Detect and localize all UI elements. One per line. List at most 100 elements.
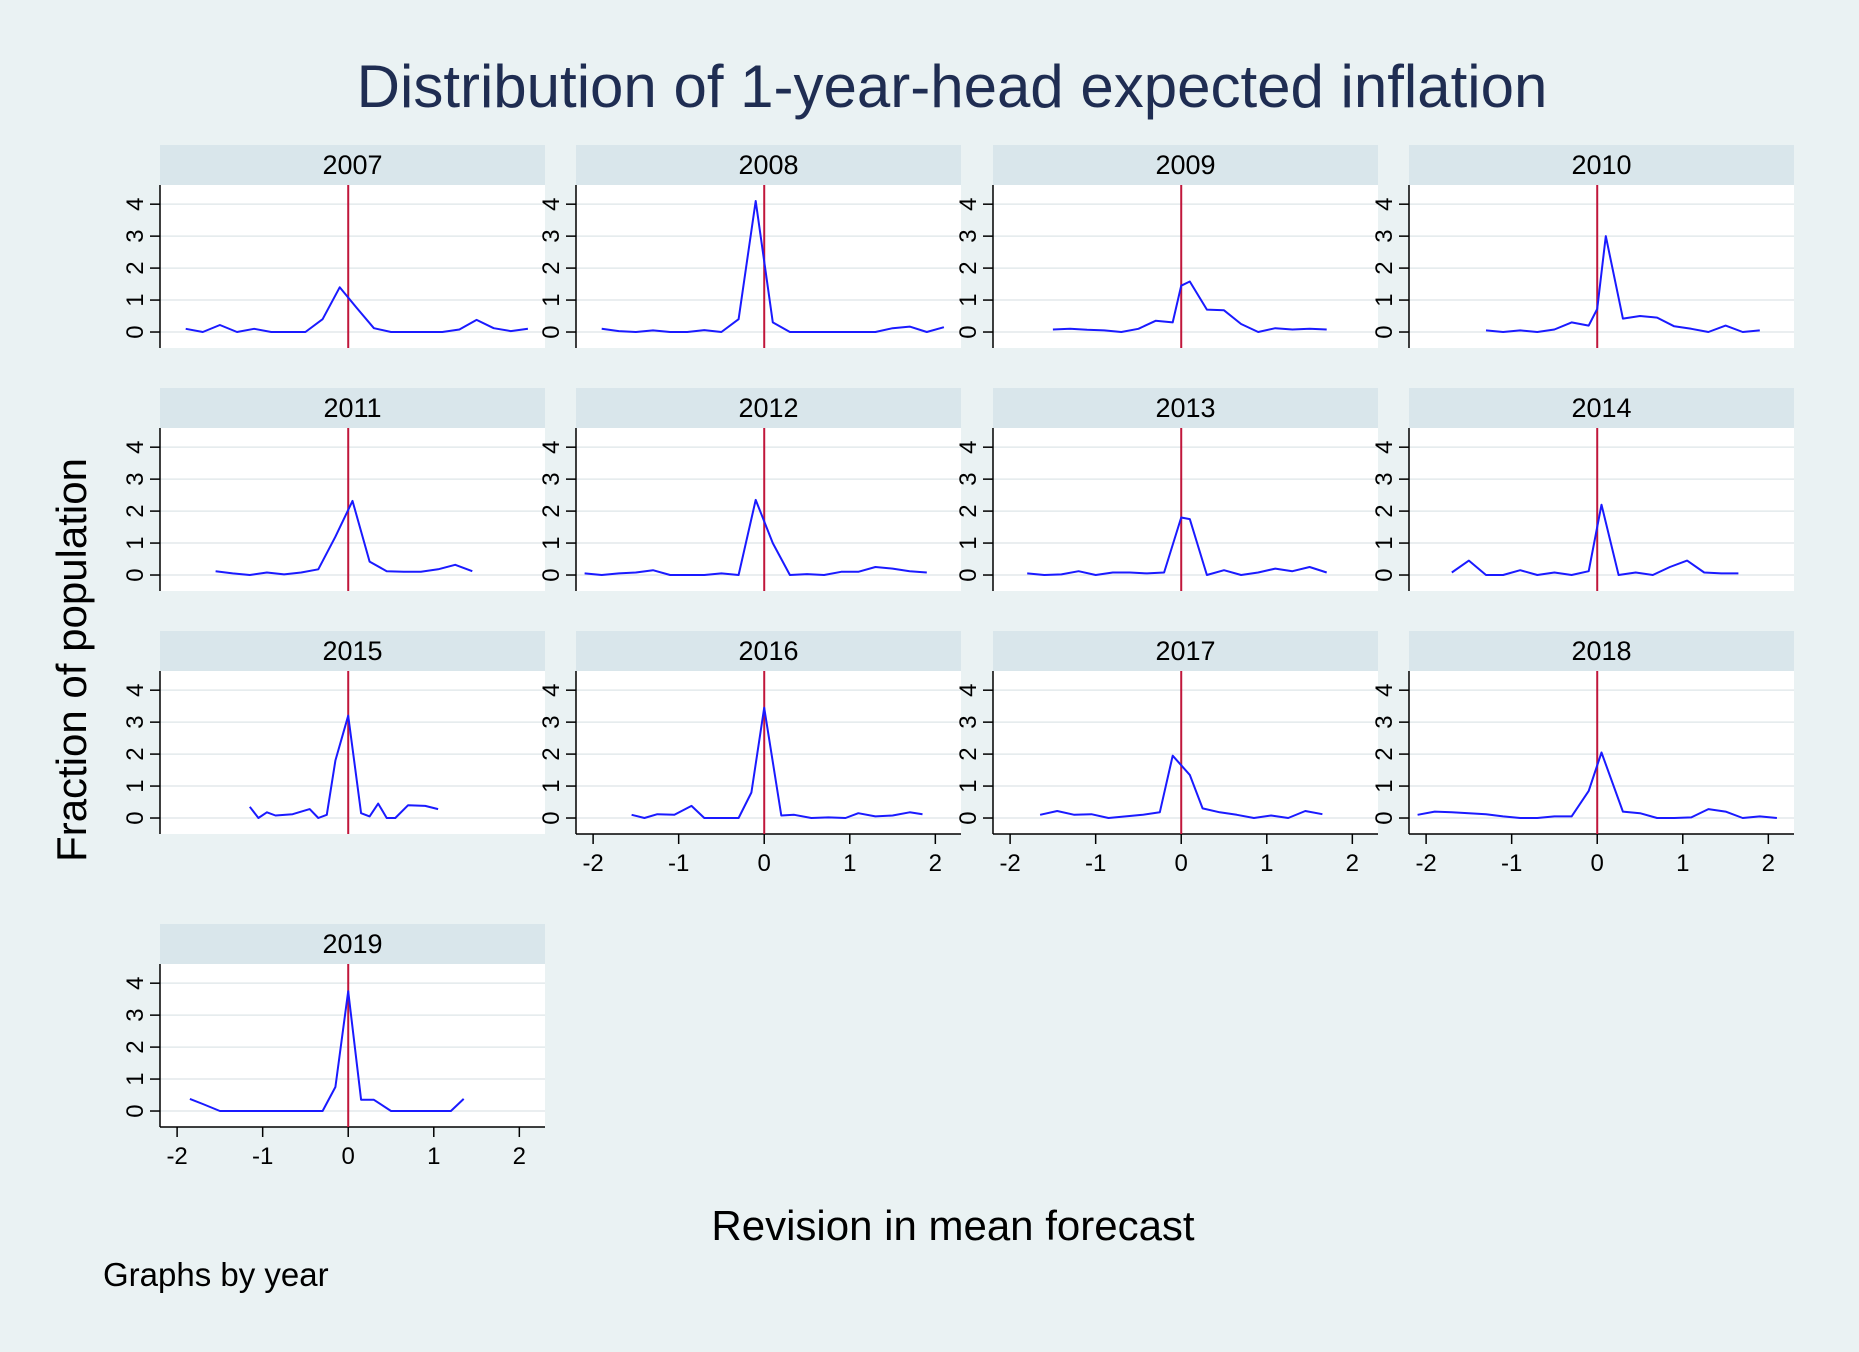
series-line — [1052, 280, 1327, 333]
y-tick-label: 0 — [1371, 325, 1398, 338]
x-tick-label: 0 — [1175, 850, 1188, 877]
panel-label: 2018 — [1571, 636, 1631, 666]
series-line — [1451, 503, 1739, 576]
panel-label: 2008 — [738, 150, 798, 180]
x-tick-label: -1 — [668, 850, 689, 877]
panel-strip — [576, 631, 961, 671]
y-tick-label: 2 — [122, 747, 149, 760]
x-tick-label: -2 — [999, 850, 1020, 877]
panel-label: 2012 — [738, 393, 798, 423]
panel-2013: 2013 0 1 2 3 4 — [955, 388, 1378, 591]
x-tick-label: -2 — [166, 1143, 187, 1170]
y-tick-label: 4 — [955, 683, 982, 696]
series-line — [1485, 235, 1760, 333]
y-tick-label: 1 — [955, 779, 982, 792]
y-tick-label: 2 — [1371, 504, 1398, 517]
panel-strip — [160, 145, 545, 185]
y-tick-label: 0 — [122, 325, 149, 338]
y-tick-label: 4 — [122, 197, 149, 210]
x-tick-label: 1 — [1260, 850, 1273, 877]
panel-plot-area — [993, 185, 1378, 348]
y-tick-label: 2 — [1371, 261, 1398, 274]
y-tick-label: 1 — [1371, 536, 1398, 549]
y-tick-label: 4 — [1371, 683, 1398, 696]
panel-2017: 2017 0 1 2 3 4 -2 -1 0 1 2 — [955, 631, 1378, 877]
panel-label: 2016 — [738, 636, 798, 666]
y-tick-label: 0 — [122, 1104, 149, 1117]
chart-title: Distribution of 1-year-head expected inf… — [357, 53, 1548, 120]
y-tick-label: 2 — [538, 747, 565, 760]
x-tick-label: 0 — [758, 850, 771, 877]
y-tick-label: 3 — [122, 472, 149, 485]
panel-label: 2015 — [322, 636, 382, 666]
y-tick-label: 0 — [1371, 811, 1398, 824]
panel-plot-area — [576, 185, 961, 348]
panel-strip — [160, 388, 545, 428]
panel-strip — [1409, 631, 1794, 671]
panel-plot-area — [576, 671, 961, 834]
panel-2018: 2018 0 1 2 3 4 -2 -1 0 1 2 — [1371, 631, 1794, 877]
chart-note: Graphs by year — [103, 1256, 329, 1293]
panel-plot-area — [160, 964, 545, 1127]
panel-strip — [160, 631, 545, 671]
y-tick-label: 0 — [538, 568, 565, 581]
panel-label: 2017 — [1155, 636, 1215, 666]
panel-plot-area — [160, 185, 545, 348]
panel-2011: 2011 0 1 2 3 4 — [122, 388, 545, 591]
x-tick-label: -1 — [1501, 850, 1522, 877]
series-line — [584, 498, 927, 576]
x-tick-label: 2 — [513, 1143, 526, 1170]
x-tick-label: 2 — [1762, 850, 1775, 877]
x-tick-label: 0 — [342, 1143, 355, 1170]
y-tick-label: 1 — [122, 536, 149, 549]
y-tick-label: 1 — [955, 536, 982, 549]
y-tick-label: 2 — [955, 747, 982, 760]
x-tick-label: 0 — [1591, 850, 1604, 877]
y-tick-label: 2 — [955, 261, 982, 274]
y-tick-label: 3 — [1371, 715, 1398, 728]
panel-strip — [1409, 388, 1794, 428]
panel-2010: 2010 0 1 2 3 4 — [1371, 145, 1794, 348]
y-tick-label: 3 — [122, 715, 149, 728]
y-tick-label: 0 — [538, 325, 565, 338]
series-line — [189, 990, 465, 1112]
panel-label: 2010 — [1571, 150, 1631, 180]
y-tick-label: 0 — [1371, 568, 1398, 581]
y-tick-label: 2 — [122, 261, 149, 274]
panel-2007: 2007 0 1 2 3 4 — [122, 145, 545, 348]
y-tick-label: 3 — [955, 715, 982, 728]
y-tick-label: 2 — [538, 261, 565, 274]
panel-label: 2019 — [322, 929, 382, 959]
y-axis-label: Fraction of population — [48, 458, 95, 862]
x-tick-label: -1 — [252, 1143, 273, 1170]
y-tick-label: 1 — [538, 779, 565, 792]
y-tick-label: 3 — [955, 229, 982, 242]
series-line — [1027, 516, 1328, 576]
y-tick-label: 4 — [122, 683, 149, 696]
panel-label: 2014 — [1571, 393, 1631, 423]
y-tick-label: 0 — [955, 568, 982, 581]
series-line — [249, 714, 439, 819]
y-tick-label: 4 — [538, 683, 565, 696]
panel-2015: 2015 0 1 2 3 4 — [122, 631, 545, 834]
panel-plot-area — [993, 428, 1378, 591]
y-tick-label: 2 — [122, 504, 149, 517]
panel-strip — [993, 388, 1378, 428]
y-tick-label: 0 — [955, 811, 982, 824]
y-tick-label: 0 — [122, 811, 149, 824]
y-tick-label: 4 — [1371, 197, 1398, 210]
y-tick-label: 3 — [1371, 229, 1398, 242]
y-tick-label: 3 — [122, 229, 149, 242]
x-tick-label: -2 — [1415, 850, 1436, 877]
panel-strip — [993, 145, 1378, 185]
x-tick-label: -1 — [1085, 850, 1106, 877]
panel-2009: 2009 0 1 2 3 4 — [955, 145, 1378, 348]
series-line — [1417, 751, 1777, 819]
panel-label: 2013 — [1155, 393, 1215, 423]
x-tick-label: 2 — [1346, 850, 1359, 877]
panel-strip — [576, 388, 961, 428]
y-tick-label: 2 — [1371, 747, 1398, 760]
y-tick-label: 4 — [122, 440, 149, 453]
y-tick-label: 1 — [538, 293, 565, 306]
y-tick-label: 1 — [122, 1072, 149, 1085]
